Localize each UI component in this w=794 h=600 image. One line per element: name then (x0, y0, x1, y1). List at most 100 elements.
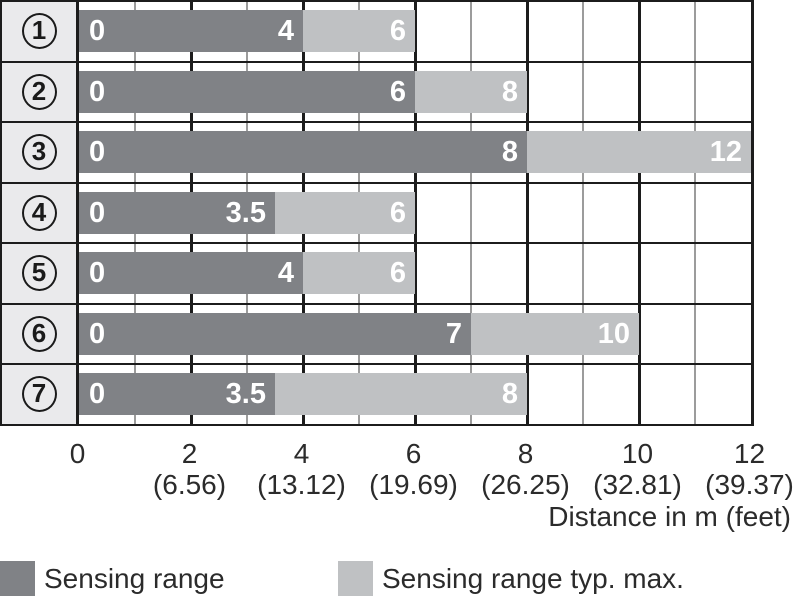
major-gridline (525, 62, 529, 121)
bar-start-label: 0 (89, 196, 106, 229)
bar-max-end-label: 8 (501, 75, 518, 108)
major-gridline (637, 365, 641, 424)
minor-gridline (470, 2, 472, 61)
x-tick-feet-label: (13.12) (257, 469, 346, 500)
plot-cell: 0 3.5 8 (79, 365, 751, 424)
bar-start-label: 0 (89, 136, 106, 168)
minor-gridline (694, 244, 696, 303)
major-gridline (525, 365, 529, 424)
minor-gridline (582, 62, 584, 121)
bar-start-label: 0 (89, 317, 106, 350)
major-gridline (413, 183, 417, 242)
x-axis-title: Distance in m (feet) (548, 501, 791, 532)
minor-gridline (582, 244, 584, 303)
bar-max-end-label: 6 (389, 257, 406, 289)
bar-range-end-label: 3.5 (225, 196, 266, 229)
typ-max-bar: 8 (275, 373, 527, 415)
major-gridline (637, 2, 641, 61)
x-tick-feet-label: (32.81) (593, 469, 682, 500)
bar-range-end-label: 4 (277, 15, 294, 47)
major-gridline (637, 183, 641, 242)
x-tick-feet-label: (6.56) (152, 469, 227, 500)
circled-number: 5 (21, 255, 57, 292)
plot-cell: 0 7 10 (79, 304, 751, 363)
x-tick-metre-label: 12 (733, 438, 766, 469)
bar-start-label: 0 (89, 15, 106, 47)
major-gridline (525, 2, 529, 61)
minor-gridline (582, 365, 584, 424)
minor-gridline (694, 304, 696, 363)
x-tick-feet-label: (39.37) (705, 469, 794, 500)
row-label-cell: 4 (2, 183, 79, 242)
chart-row: 3 0 8 12 (2, 123, 751, 184)
major-gridline (525, 183, 529, 242)
x-tick-feet-label: (26.25) (481, 469, 570, 500)
legend-swatch (0, 561, 35, 596)
typ-max-bar: 6 (303, 252, 415, 294)
typ-max-bar: 10 (471, 312, 639, 355)
x-tick-metre-label: 0 (69, 438, 86, 469)
plot-cell: 0 8 12 (79, 123, 751, 182)
row-label-cell: 2 (2, 62, 79, 121)
bar-max-end-label: 6 (389, 196, 406, 229)
x-tick-metre-label: 4 (293, 438, 310, 469)
chart-row: 4 0 3.5 6 (2, 183, 751, 244)
chart-table: 1 0 4 6 2 0 6 8 3 0 8 12 4 0 3.5 6 5 0 4 6 6 0 7 10 7 0 3.5 8 (0, 0, 754, 426)
bar-range-end-label: 8 (501, 136, 518, 168)
chart-row: 7 0 3.5 8 (2, 365, 751, 424)
row-label-cell: 5 (2, 244, 79, 303)
bar-range-end-label: 6 (389, 75, 406, 108)
sensing-range-bar: 0 3.5 (79, 191, 275, 234)
minor-gridline (582, 183, 584, 242)
major-gridline (525, 244, 529, 303)
circled-number: 4 (21, 194, 57, 231)
bar-max-end-label: 8 (501, 378, 518, 410)
x-tick-feet-label: (19.69) (369, 469, 458, 500)
circled-number: 1 (21, 13, 57, 50)
legend-item-sensing-range: Sensing range (0, 561, 225, 596)
minor-gridline (582, 2, 584, 61)
typ-max-bar: 8 (415, 70, 527, 113)
x-tick: 8 (26.25) (481, 439, 570, 501)
x-tick-metre-label: 10 (621, 438, 654, 469)
typ-max-bar: 6 (303, 10, 415, 52)
x-tick: 6 (19.69) (369, 438, 458, 501)
major-gridline (637, 304, 641, 363)
legend-label: Sensing range typ. max. (382, 562, 684, 594)
x-tick-metre-label: 6 (405, 438, 422, 469)
bar-range-end-label: 7 (445, 317, 462, 350)
x-tick: 12 (39.37) (705, 438, 794, 501)
x-tick: 2 (6.56) (152, 439, 227, 501)
x-tick: 4 (13.12) (257, 438, 346, 501)
circled-number: 3 (21, 134, 57, 171)
bar-start-label: 0 (89, 75, 106, 108)
legend: Sensing range Sensing range typ. max. (0, 561, 794, 596)
row-label-cell: 3 (2, 123, 79, 182)
minor-gridline (470, 244, 472, 303)
major-gridline (413, 244, 417, 303)
minor-gridline (694, 183, 696, 242)
legend-swatch (338, 561, 373, 596)
typ-max-bar: 12 (527, 131, 751, 173)
plot-cell: 0 3.5 6 (79, 183, 751, 242)
bar-range-end-label: 3.5 (225, 378, 266, 410)
chart-rows: 1 0 4 6 2 0 6 8 3 0 8 12 4 0 3.5 6 5 0 4 6 6 0 7 10 7 0 3.5 8 (2, 2, 751, 424)
circled-number: 7 (21, 376, 57, 413)
bar-max-end-label: 6 (389, 15, 406, 47)
row-label-cell: 1 (2, 2, 79, 61)
minor-gridline (694, 62, 696, 121)
major-gridline (637, 244, 641, 303)
minor-gridline (470, 183, 472, 242)
